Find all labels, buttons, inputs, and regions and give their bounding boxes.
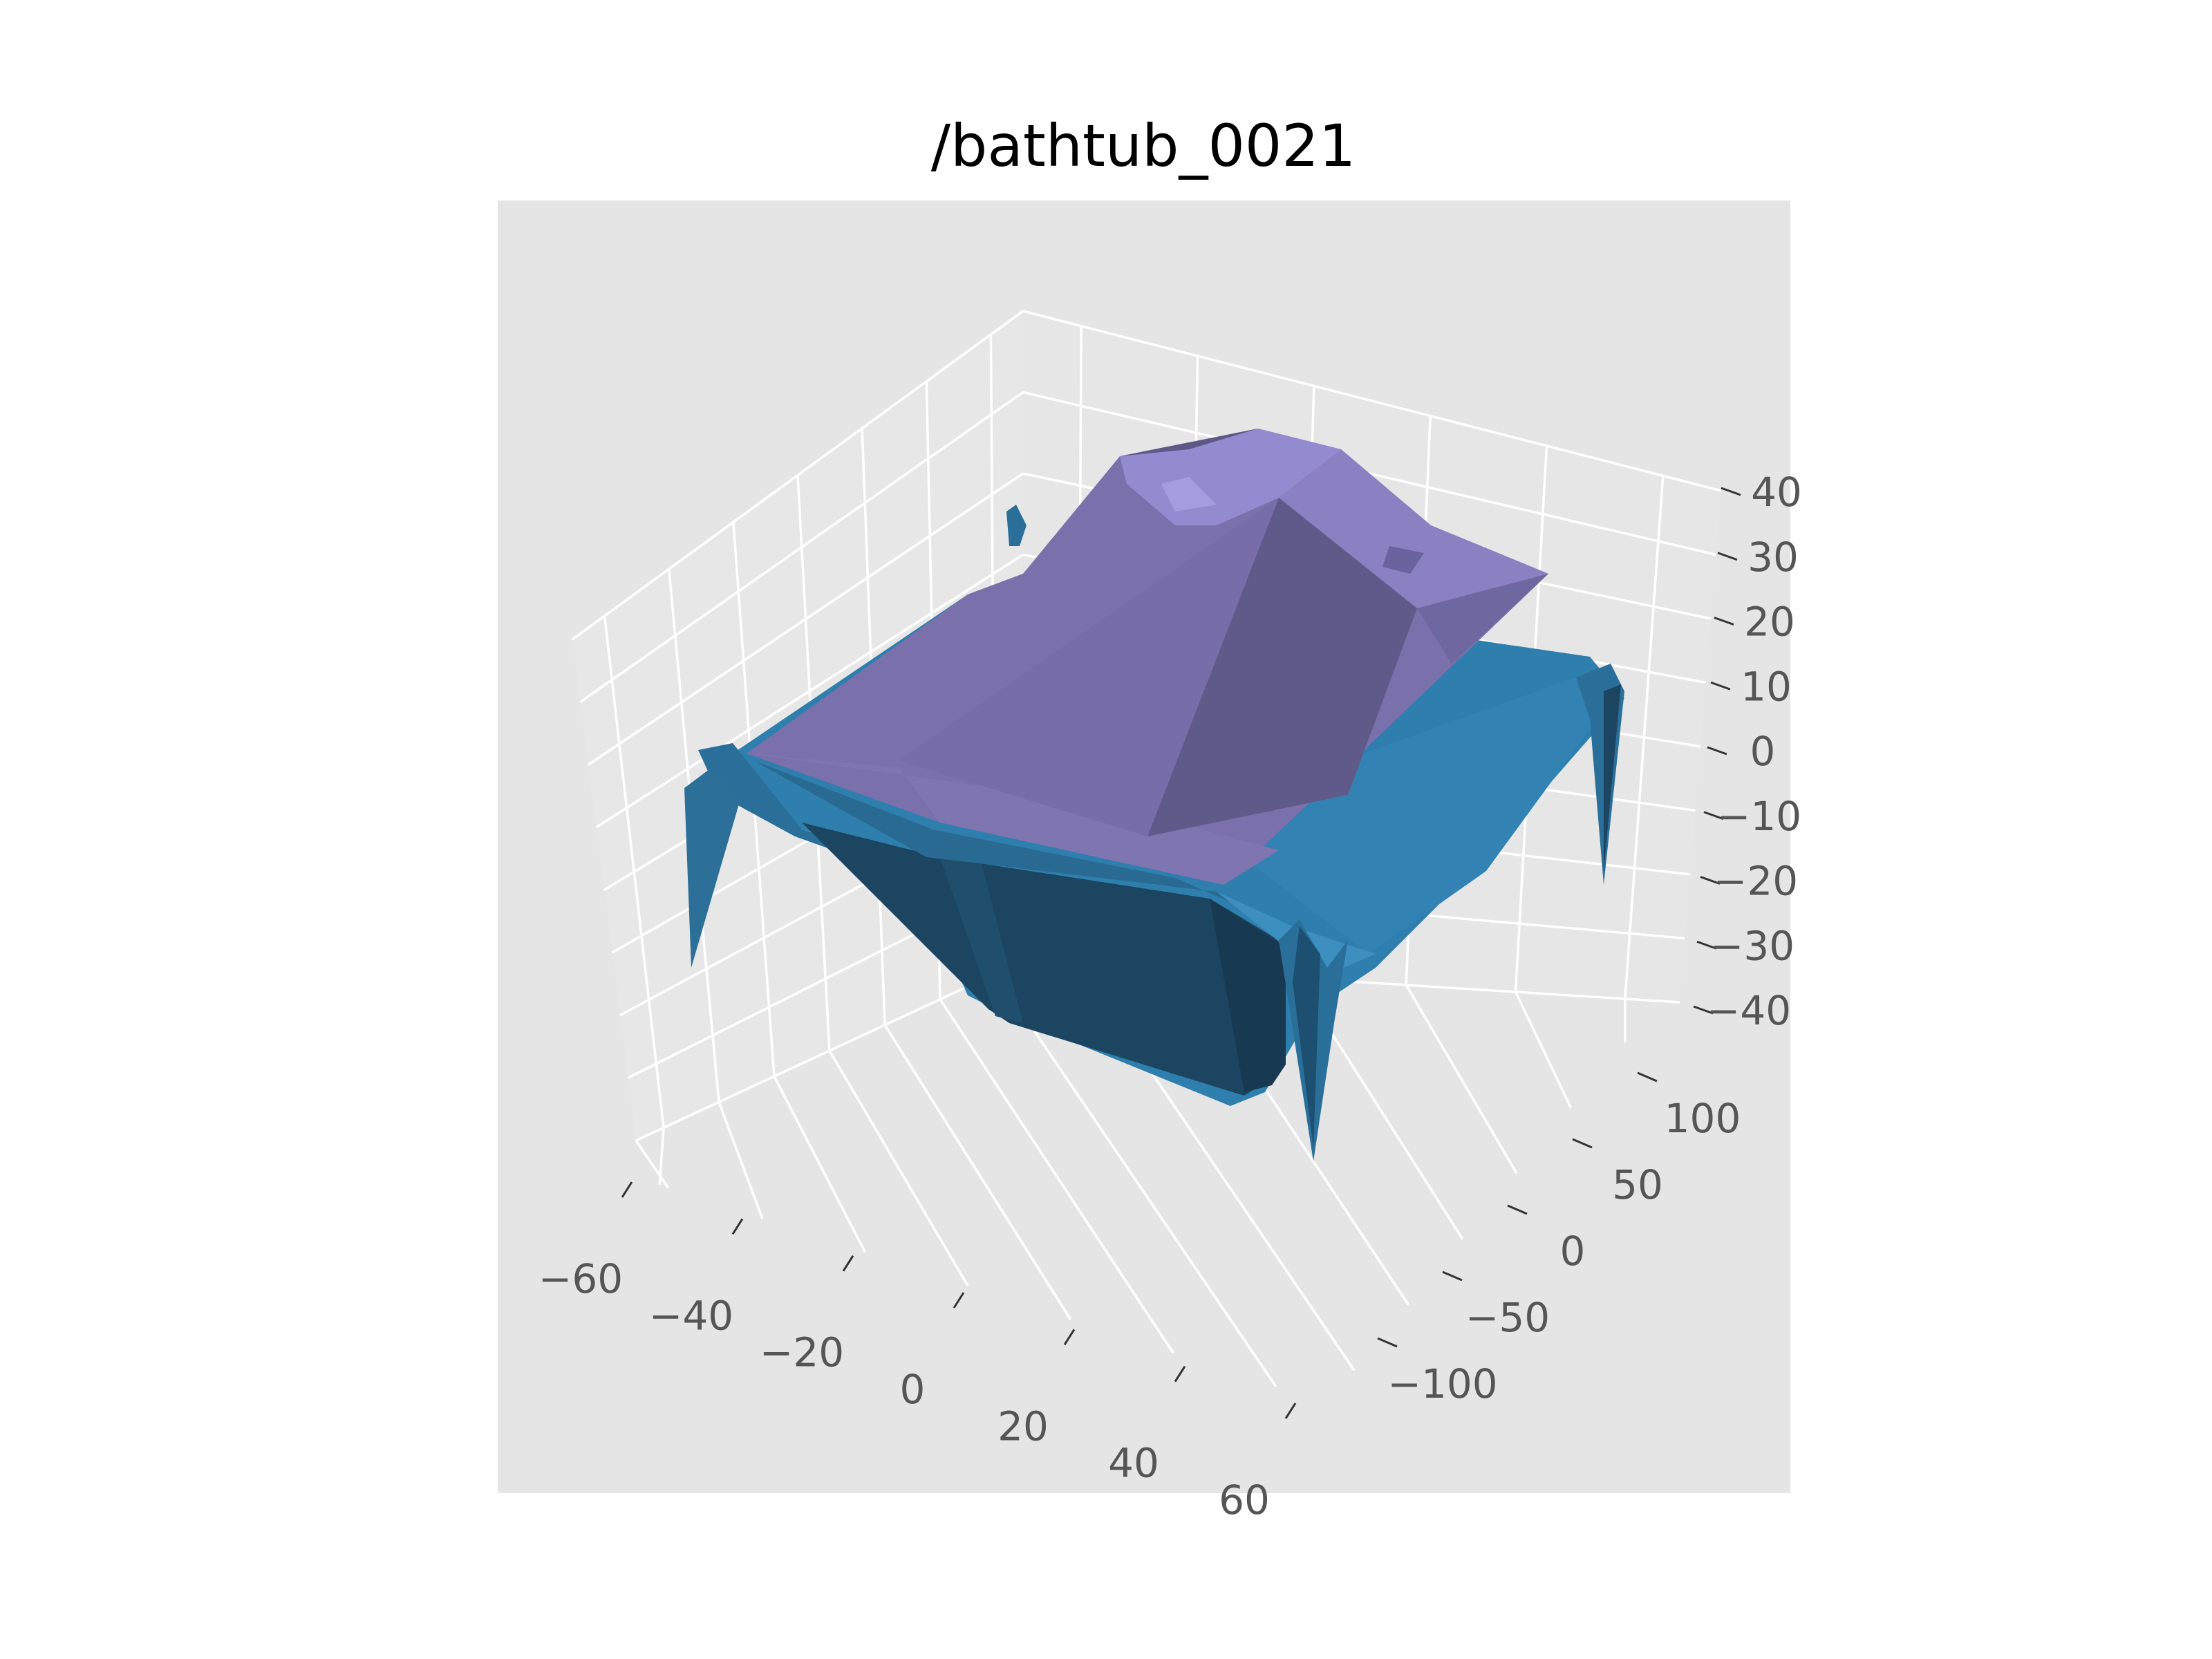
cover-top-dark (1120, 429, 1258, 456)
back-pane-z-gridline (1022, 310, 1722, 492)
tub-rim-left (698, 743, 899, 871)
z-tick-mark (1717, 552, 1738, 561)
spike-front-dark (1293, 926, 1320, 1147)
y-tick-mark (1377, 1337, 1398, 1348)
z-tick-label: −10 (1717, 793, 1801, 840)
cover-pyramid-right (1279, 449, 1548, 608)
z-tick-label: 20 (1744, 599, 1795, 646)
z-axis-ticks: −40 −30 −20 −10 0 10 20 30 40 (1693, 469, 1802, 1034)
floor-x-gridline (939, 998, 1174, 1354)
y-tick-label: −50 (1465, 1294, 1550, 1341)
floor-x-gridline (773, 1076, 866, 1253)
chart-title: /bathtub_0021 (931, 112, 1356, 180)
z-tick-mark (1700, 876, 1721, 885)
z-tick-label: 10 (1741, 663, 1792, 710)
x-tick-label: 60 (1219, 1477, 1270, 1524)
floor-y-gridline (1514, 991, 1573, 1109)
floor-x-gridline (883, 1024, 1072, 1320)
z-tick-label: 30 (1747, 534, 1799, 581)
cover-pyramid-dark (1147, 498, 1417, 836)
tub-inner-wall-face (802, 823, 1279, 1096)
x-tick-label: 40 (1108, 1440, 1159, 1487)
x-tick-mark (621, 1181, 633, 1198)
x-tick-mark (953, 1292, 965, 1309)
z-tick-mark (1693, 1005, 1714, 1015)
floor-x-gridline (828, 1050, 969, 1286)
x-tick-mark (1063, 1329, 1076, 1346)
tub-inner-wall-lower-shade (1210, 899, 1286, 1092)
x-tick-mark (1174, 1365, 1186, 1382)
y-tick-mark (1442, 1271, 1463, 1282)
x-tick-mark (731, 1218, 744, 1235)
mesh-surface (684, 429, 1624, 1161)
cover-right-flap (1417, 574, 1548, 664)
x-tick-label: −40 (649, 1292, 733, 1339)
z-tick-mark (1710, 681, 1731, 691)
x-tick-label: −60 (538, 1255, 623, 1302)
z-tick-mark (1696, 940, 1717, 950)
y-tick-mark (1572, 1138, 1593, 1149)
z-tick-label: 0 (1750, 728, 1776, 775)
x-tick-label: −20 (760, 1329, 844, 1376)
floor-x-gridline (994, 973, 1277, 1387)
cover-detail-2 (1382, 546, 1424, 574)
x-tick-label: 20 (997, 1403, 1049, 1450)
floor-extra (635, 1140, 670, 1189)
cover-pyramid-left (899, 498, 1279, 836)
y-tick-mark (1507, 1204, 1528, 1215)
floor-y-gridline (1405, 984, 1518, 1174)
y-tick-mark (1637, 1071, 1658, 1082)
x-axis-ticks: −60 −40 −20 0 20 40 60 (538, 1181, 1297, 1524)
z-tick-label: −30 (1710, 922, 1794, 969)
spike-right-dark (1604, 684, 1621, 871)
spike-back (1006, 505, 1027, 546)
left-pane-x-gridline (603, 615, 665, 1128)
cover-detail-1 (1161, 477, 1217, 512)
y-tick-label: 100 (1665, 1095, 1741, 1142)
y-tick-label: 0 (1560, 1228, 1586, 1275)
z-tick-label: −40 (1707, 987, 1791, 1034)
x-tick-label: 0 (900, 1366, 926, 1413)
tub-body-right-face (1189, 677, 1618, 954)
x-tick-mark (842, 1255, 854, 1272)
z-tick-mark (1714, 617, 1734, 626)
tub-inner-wall-side (940, 857, 1023, 1023)
y-tick-label: −100 (1387, 1360, 1497, 1407)
cover-surface-front (747, 753, 1279, 885)
y-tick-label: 50 (1612, 1161, 1663, 1208)
z-tick-label: −20 (1714, 858, 1798, 905)
z-tick-label: 40 (1751, 469, 1802, 516)
x-tick-mark (1284, 1403, 1297, 1419)
back-pane-y-gridline (1624, 476, 1665, 1000)
z-tick-mark (1707, 746, 1727, 756)
spike-left (684, 767, 740, 968)
z-tick-mark (1721, 487, 1741, 496)
floor-x-gridline (718, 1101, 764, 1219)
z-tick-mark (1703, 811, 1724, 821)
